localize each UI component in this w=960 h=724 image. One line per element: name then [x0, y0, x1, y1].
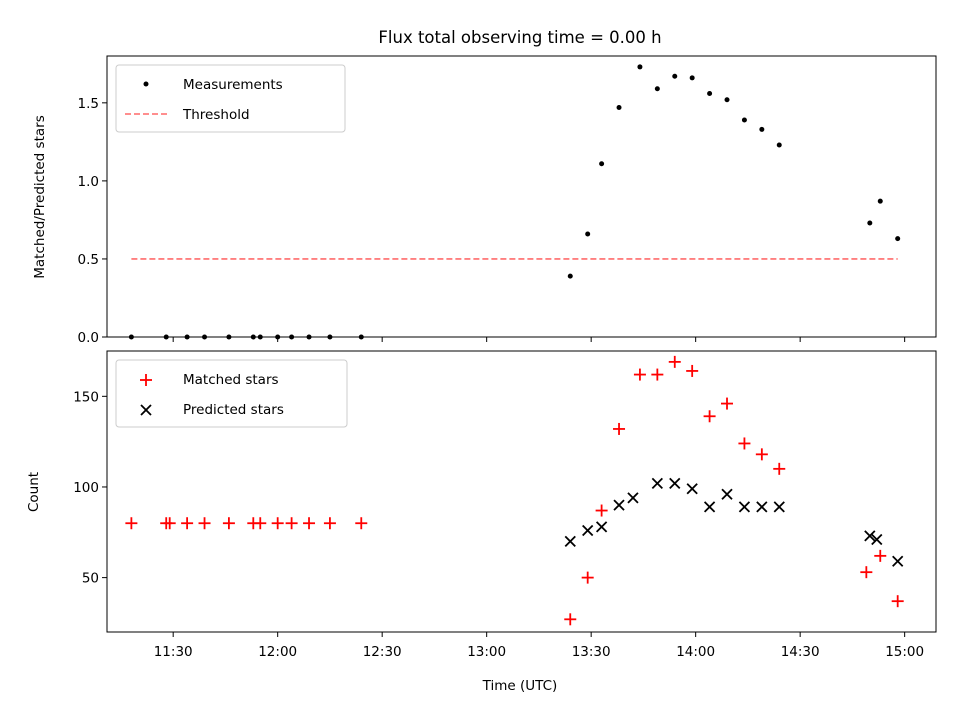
top-chart-title: Flux total observing time = 0.00 h	[378, 28, 661, 47]
matched-star-point	[738, 437, 751, 450]
predicted-star-point	[864, 530, 876, 542]
matched-star-point	[323, 517, 336, 530]
top-y-tick-label: 1.5	[78, 96, 99, 112]
bottom-y-axis-label: Count	[26, 472, 42, 512]
predicted-star-point	[669, 477, 681, 489]
matched-star-point	[222, 517, 235, 530]
matched-star-point	[860, 566, 873, 579]
matched-star-point	[355, 517, 368, 530]
matched-star-point	[303, 517, 316, 530]
measurement-point	[654, 86, 660, 92]
legend-marker-measurements	[143, 81, 149, 87]
top-y-axis-label: Matched/Predicted stars	[32, 115, 48, 278]
matched-star-point	[581, 571, 594, 584]
legend-marker-predicted	[140, 404, 152, 416]
predicted-star-point	[721, 488, 733, 500]
matched-star-point	[271, 517, 284, 530]
matched-star-point	[163, 517, 176, 530]
predicted-star-point	[627, 492, 639, 504]
matched-star-point	[755, 448, 768, 461]
top-axes-frame	[106, 55, 937, 338]
matched-star-point	[874, 549, 887, 562]
predicted-star-point	[871, 533, 883, 546]
top-panel: Flux total observing time = 0.00 h 0.00.…	[32, 28, 937, 346]
measurement-point	[637, 64, 643, 70]
top-y-tick-label: 1.0	[78, 174, 99, 190]
bottom-x-tick-label: 14:30	[781, 644, 820, 660]
measurement-point	[616, 105, 622, 111]
predicted-star-point	[703, 501, 716, 513]
measurement-point	[759, 126, 765, 132]
measurement-point	[707, 90, 713, 96]
matched-star-point	[721, 397, 734, 410]
legend-label-matched: Matched stars	[183, 372, 279, 388]
bottom-y-tick-label: 100	[73, 480, 99, 496]
predicted-star-point	[773, 501, 785, 513]
matched-star-point	[125, 517, 138, 530]
predicted-star-point	[892, 555, 904, 567]
bottom-x-tick-label: 12:30	[363, 644, 402, 660]
bottom-x-tick-label: 14:00	[676, 644, 715, 660]
legend-label-threshold: Threshold	[182, 107, 250, 123]
measurement-point	[567, 273, 573, 279]
matched-star-point	[686, 364, 699, 377]
bottom-x-tick-label: 13:00	[467, 644, 506, 660]
bottom-axes-frame	[106, 350, 937, 633]
top-y-axis: 0.0 0.5 1.0 1.5	[78, 96, 107, 346]
bottom-plot-area	[125, 355, 904, 626]
predicted-star-point	[686, 483, 698, 495]
bottom-x-tick-label: 11:30	[154, 644, 193, 660]
top-y-tick-label: 0.0	[78, 330, 99, 346]
bottom-y-tick-label: 50	[82, 571, 99, 587]
predicted-star-point	[738, 501, 751, 513]
bottom-y-tick-label: 150	[73, 389, 99, 405]
measurement-point	[895, 236, 901, 242]
bottom-legend-box	[115, 359, 348, 428]
top-legend: Measurements Threshold	[115, 64, 346, 133]
matched-star-point	[254, 517, 267, 530]
bottom-legend: Matched stars Predicted stars	[115, 359, 348, 428]
measurement-point	[599, 161, 605, 167]
matched-star-point	[198, 517, 211, 530]
legend-label-measurements: Measurements	[183, 77, 283, 93]
measurement-point	[689, 75, 695, 81]
top-y-tick-label: 0.5	[78, 252, 99, 268]
bottom-x-tick-label: 13:30	[572, 644, 611, 660]
matched-star-point	[891, 595, 904, 608]
measurement-point	[672, 73, 678, 79]
matched-star-point	[595, 504, 608, 517]
matched-star-point	[668, 355, 681, 368]
matched-star-point	[613, 422, 626, 435]
measurement-point	[877, 198, 883, 204]
measurement-point	[741, 117, 747, 123]
predicted-star-point	[651, 477, 663, 489]
matched-star-point	[285, 517, 298, 530]
predicted-star-point	[613, 499, 625, 511]
predicted-star-point	[564, 535, 576, 547]
matched-star-point	[564, 613, 577, 626]
bottom-x-axis-label: Time (UTC)	[482, 678, 558, 694]
predicted-star-point	[595, 521, 608, 533]
measurement-point	[585, 231, 591, 237]
predicted-star-point	[582, 524, 594, 537]
bottom-x-tick-label: 15:00	[885, 644, 924, 660]
bottom-x-axis: 11:30 12:00 12:30 13:00 13:30 14:00 14:30 15:00	[154, 632, 924, 660]
matched-star-point	[181, 517, 194, 530]
top-legend-box	[115, 64, 346, 133]
bottom-y-axis: 50 100 150	[73, 389, 107, 587]
bottom-x-tick-label: 12:00	[258, 644, 297, 660]
predicted-star-point	[756, 501, 768, 513]
legend-marker-matched	[140, 374, 152, 386]
measurement-point	[867, 220, 873, 226]
matched-star-point	[773, 462, 786, 475]
measurement-point	[724, 97, 730, 103]
legend-label-predicted: Predicted stars	[183, 402, 284, 418]
matched-star-point	[633, 368, 646, 381]
matched-star-point	[651, 368, 664, 381]
top-x-axis	[172, 337, 906, 342]
matched-star-point	[703, 410, 716, 423]
measurement-point	[776, 142, 782, 148]
